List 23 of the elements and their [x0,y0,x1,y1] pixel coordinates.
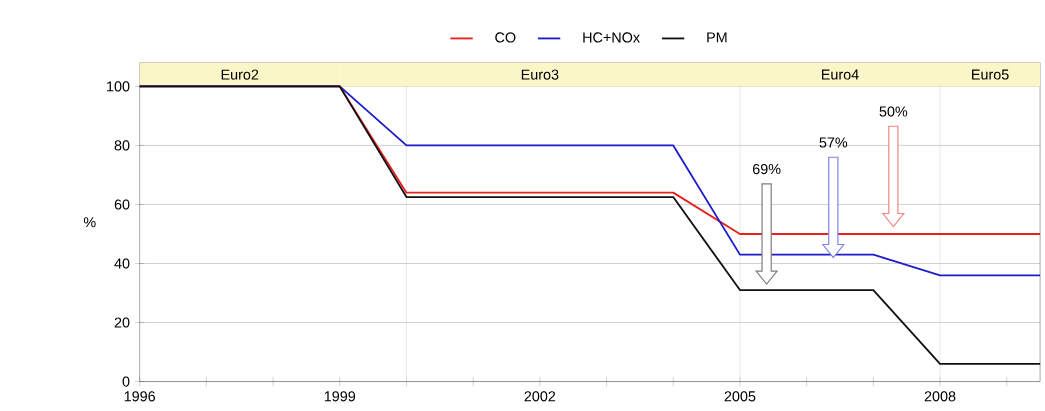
annotation: 50% [879,106,908,117]
y-tick-label: 40 [114,258,130,269]
y-tick-label: 0 [122,376,130,387]
band-label: Euro2 [221,69,259,80]
y-tick-label: 80 [114,140,130,151]
band-label: Euro3 [521,69,559,80]
annotation: 69% [752,163,781,175]
x-tick-label: 1999 [324,391,356,402]
band-label: Euro4 [821,69,859,80]
legend-label: HC+NOx [583,32,640,43]
x-tick-label: 1996 [124,391,156,402]
y-tick-label: 20 [114,317,130,328]
x-tick-label: 2005 [724,391,756,402]
annotation: 57% [819,137,848,148]
line-series [138,85,1042,365]
legend-label: PM [707,32,727,43]
x-tick-label: 2008 [924,391,956,402]
y-tick-label: 60 [114,199,130,210]
x-tick-label: 2002 [524,391,556,402]
legend-label: CO [495,32,516,43]
y-tick-label: 100 [107,81,130,92]
band-label: Euro5 [972,69,1009,80]
y-axis-title: % [83,217,96,228]
